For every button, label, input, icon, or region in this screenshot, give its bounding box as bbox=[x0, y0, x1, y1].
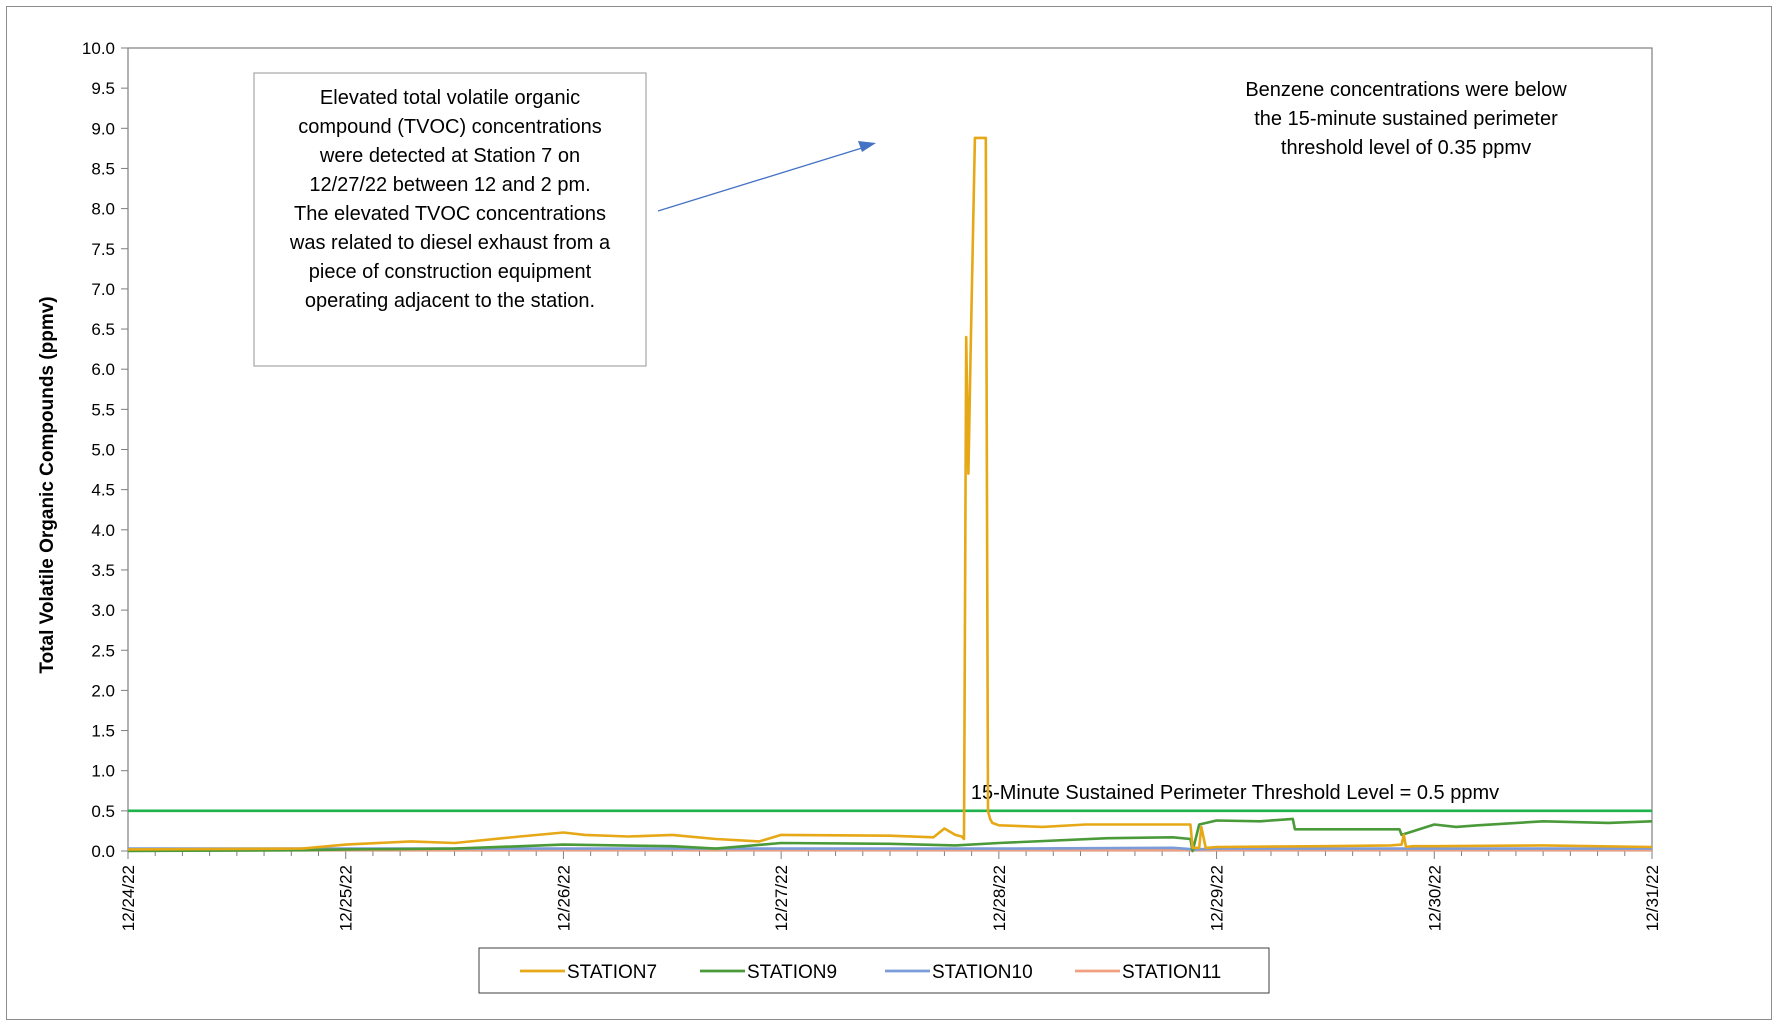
annotation-line: Elevated total volatile organic bbox=[320, 87, 580, 109]
annotation-line: compound (TVOC) concentrations bbox=[298, 116, 601, 138]
y-tick-label: 7.5 bbox=[91, 240, 115, 259]
x-tick-label: 12/26/22 bbox=[554, 865, 573, 931]
y-tick-label: 5.5 bbox=[91, 400, 115, 419]
x-tick-label: 12/29/22 bbox=[1208, 865, 1227, 931]
annotation-line: was related to diesel exhaust from a bbox=[289, 232, 611, 254]
annotation-arrow-head bbox=[858, 141, 876, 152]
y-axis: 0.0 0.5 1.0 1.5 2.0 2.5 3.0 3.5 4.0 4.5 5.0 5.5 6.0 6… bbox=[82, 39, 128, 861]
x-axis: 12/24/22 12/25/22 12/26/22 12/27/22 12/28/22… bbox=[119, 851, 1662, 931]
legend: STATION7 STATION9 STATION10 STATION11 bbox=[478, 947, 1270, 994]
series-line-station7 bbox=[127, 136, 1653, 851]
y-tick-label: 9.5 bbox=[91, 79, 115, 98]
y-tick-label: 0.0 bbox=[91, 842, 115, 861]
y-tick-label: 4.0 bbox=[91, 521, 115, 540]
annotation-callout: Elevated total volatile organic compound … bbox=[253, 72, 876, 367]
benzene-note: Benzene concentrations were below the 15-… bbox=[1245, 79, 1567, 159]
y-tick-label: 1.0 bbox=[91, 762, 115, 781]
y-tick-label: 0.5 bbox=[91, 802, 115, 821]
x-tick-label: 12/27/22 bbox=[772, 865, 791, 931]
threshold-line: 15-Minute Sustained Perimeter Threshold … bbox=[128, 782, 1652, 813]
benzene-note-line: threshold level of 0.35 ppmv bbox=[1281, 137, 1531, 159]
y-tick-label: 2.5 bbox=[91, 641, 115, 660]
x-tick-label: 12/31/22 bbox=[1643, 865, 1662, 931]
annotation-line: operating adjacent to the station. bbox=[305, 290, 595, 312]
y-tick-label: 4.5 bbox=[91, 481, 115, 500]
x-tick-label: 12/24/22 bbox=[119, 865, 138, 931]
annotation-arrow-line bbox=[657, 147, 863, 212]
y-axis-title: Total Volatile Organic Compounds (ppmv) bbox=[37, 296, 58, 673]
legend-items: STATION7 STATION9 STATION10 STATION11 bbox=[520, 962, 1221, 983]
benzene-note-line: the 15-minute sustained perimeter bbox=[1254, 108, 1558, 130]
y-tick-label: 1.5 bbox=[91, 722, 115, 741]
annotation-box bbox=[253, 72, 647, 367]
annotation-line: were detected at Station 7 on bbox=[319, 145, 580, 167]
chart-frame bbox=[6, 6, 1772, 1020]
x-tick-label: 12/25/22 bbox=[337, 865, 356, 931]
annotation-text: Elevated total volatile organic compound … bbox=[289, 87, 611, 312]
y-tick-label: 2.0 bbox=[91, 681, 115, 700]
y-tick-label: 6.5 bbox=[91, 320, 115, 339]
x-tick-label: 12/28/22 bbox=[990, 865, 1009, 931]
legend-label-station9: STATION9 bbox=[747, 962, 837, 983]
legend-label-station11: STATION11 bbox=[1122, 962, 1221, 983]
y-tick-label: 3.5 bbox=[91, 561, 115, 580]
y-tick-label: 9.0 bbox=[91, 119, 115, 138]
legend-label-station7: STATION7 bbox=[567, 962, 657, 983]
series-group bbox=[127, 136, 1653, 853]
annotation-line: The elevated TVOC concentrations bbox=[294, 203, 606, 225]
y-tick-label: 5.0 bbox=[91, 441, 115, 460]
legend-box bbox=[478, 947, 1270, 994]
y-tick-label: 6.0 bbox=[91, 360, 115, 379]
y-tick-label: 7.0 bbox=[91, 280, 115, 299]
threshold-label: 15-Minute Sustained Perimeter Threshold … bbox=[971, 782, 1499, 804]
y-tick-label: 8.0 bbox=[91, 200, 115, 219]
y-tick-label: 10.0 bbox=[82, 39, 115, 58]
y-tick-label: 8.5 bbox=[91, 159, 115, 178]
legend-label-station10: STATION10 bbox=[932, 962, 1033, 983]
annotation-line: piece of construction equipment bbox=[309, 261, 592, 283]
annotation-line: 12/27/22 between 12 and 2 pm. bbox=[309, 174, 590, 196]
y-tick-label: 3.0 bbox=[91, 601, 115, 620]
benzene-note-line: Benzene concentrations were below bbox=[1245, 79, 1567, 101]
series-line-station9 bbox=[127, 817, 1653, 853]
x-tick-label: 12/30/22 bbox=[1425, 865, 1444, 931]
